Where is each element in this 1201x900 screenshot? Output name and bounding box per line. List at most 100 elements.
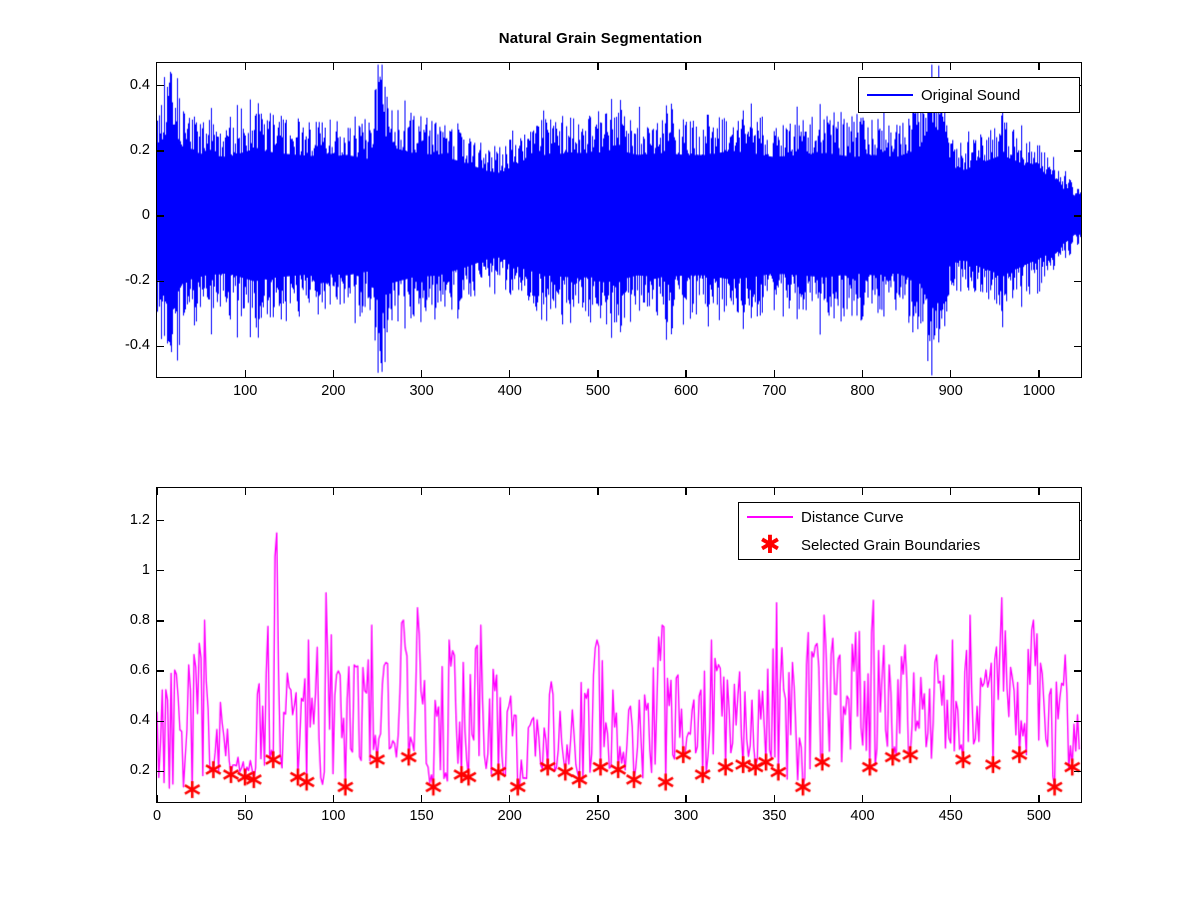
ytick-mark	[1074, 345, 1081, 348]
ytick-label: 0	[141, 207, 150, 224]
xtick-mark	[597, 795, 599, 802]
ytick-mark	[157, 150, 164, 152]
xtick-mark	[597, 63, 599, 70]
xtick-mark	[509, 795, 511, 802]
ytick-label: -0.2	[125, 272, 150, 289]
legend-label-grain-boundaries: Selected Grain Boundaries	[801, 536, 981, 554]
legend-label-original-sound: Original Sound	[921, 86, 1021, 104]
ytick-mark	[157, 620, 164, 622]
xtick-label: 400	[850, 808, 875, 824]
xtick-mark	[1038, 63, 1040, 70]
xtick-mark	[509, 370, 511, 377]
xtick-label: 450	[938, 808, 963, 824]
xtick-mark	[861, 795, 864, 802]
xtick-label: 500	[1026, 808, 1051, 824]
xtick-mark	[685, 370, 687, 377]
ytick-label: 0.4	[129, 712, 150, 729]
xtick-mark	[861, 63, 864, 70]
xtick-mark	[156, 488, 158, 495]
ytick-label: 0.2	[129, 141, 150, 158]
xtick-mark	[950, 488, 952, 495]
xtick-label: 200	[497, 808, 522, 824]
xtick-mark	[420, 795, 423, 802]
ytick-label: 1.2	[129, 511, 150, 528]
xtick-mark	[861, 370, 864, 377]
xtick-mark	[950, 795, 952, 802]
xtick-mark	[685, 795, 687, 802]
xtick-mark	[420, 488, 423, 495]
ytick-mark	[1074, 670, 1081, 672]
ytick-mark	[157, 215, 164, 217]
figure-title: Natural Grain Segmentation	[498, 30, 703, 47]
xtick-label: 50	[237, 808, 254, 824]
xtick-label: 700	[762, 383, 787, 399]
ytick-label: 0.4	[129, 76, 150, 93]
ytick-label: 0.8	[129, 611, 150, 628]
legend-line-sample	[859, 94, 921, 96]
xtick-mark	[244, 370, 246, 377]
asterisk-icon: ✱	[759, 530, 781, 559]
ytick-mark	[1074, 280, 1081, 282]
xtick-label: 100	[233, 383, 258, 399]
xtick-mark	[685, 488, 687, 495]
xtick-label: 900	[938, 383, 963, 399]
ytick-mark	[157, 280, 164, 282]
xtick-label: 300	[409, 383, 434, 399]
ytick-mark	[1074, 720, 1081, 722]
ytick-label: -0.4	[125, 337, 150, 354]
legend-label-distance-curve: Distance Curve	[801, 508, 904, 526]
ytick-mark	[1074, 215, 1081, 217]
xtick-mark	[420, 370, 423, 377]
ytick-mark	[157, 720, 164, 722]
legend-entry-distance-curve[interactable]: Distance Curve	[739, 503, 1079, 531]
xtick-label: 150	[409, 808, 434, 824]
ytick-mark	[157, 519, 164, 522]
xtick-mark	[509, 63, 511, 70]
xtick-mark	[1038, 370, 1040, 377]
xtick-mark	[685, 63, 687, 70]
xtick-mark	[156, 795, 158, 802]
xtick-label: 800	[850, 383, 875, 399]
xtick-mark	[773, 795, 775, 802]
xtick-mark	[332, 370, 335, 377]
xtick-label: 100	[321, 808, 346, 824]
legend-entry-grain-boundaries[interactable]: ✱ Selected Grain Boundaries	[739, 531, 1079, 559]
blue-line-icon	[867, 94, 913, 96]
xtick-mark	[509, 488, 511, 495]
ytick-mark	[157, 345, 164, 348]
xtick-mark	[332, 795, 335, 802]
xtick-label: 300	[674, 808, 699, 824]
xtick-label: 1000	[1022, 383, 1056, 399]
xtick-mark	[244, 63, 246, 70]
ytick-mark	[1074, 570, 1081, 572]
top-subplot-legend[interactable]: Original Sound	[858, 77, 1080, 113]
bottom-subplot-legend[interactable]: Distance Curve ✱ Selected Grain Boundari…	[738, 502, 1080, 560]
ytick-label: 1	[141, 561, 150, 578]
xtick-label: 400	[497, 383, 522, 399]
ytick-mark	[1074, 770, 1081, 773]
xtick-mark	[773, 63, 775, 70]
ytick-mark	[1074, 150, 1081, 152]
xtick-label: 600	[674, 383, 699, 399]
ytick-mark	[157, 85, 164, 87]
ytick-mark	[157, 570, 164, 572]
xtick-mark	[773, 488, 775, 495]
legend-entry-original-sound[interactable]: Original Sound	[859, 78, 1079, 112]
xtick-mark	[1038, 795, 1040, 802]
xtick-label: 350	[762, 808, 787, 824]
xtick-mark	[597, 370, 599, 377]
ytick-label: 0.6	[129, 662, 150, 679]
ytick-label: 0.2	[129, 762, 150, 779]
ytick-mark	[157, 770, 164, 773]
xtick-mark	[420, 63, 423, 70]
top-subplot-axes: 0.4 0.2 0 -0.2 -0.4 100 200 300 400 500 600 700 800…	[125, 62, 1082, 398]
xtick-mark	[244, 488, 246, 495]
ytick-mark	[1074, 620, 1081, 622]
xtick-mark	[861, 488, 864, 495]
xtick-label: 200	[321, 383, 346, 399]
xtick-mark	[950, 63, 952, 70]
xtick-mark	[950, 370, 952, 377]
bottom-subplot-axes: 0.2 0.4 0.6 0.8 1 1.2 0 50 100 150 200 250 300 350 40…	[130, 487, 1082, 823]
xtick-label: 250	[585, 808, 611, 824]
xtick-mark	[597, 488, 599, 495]
